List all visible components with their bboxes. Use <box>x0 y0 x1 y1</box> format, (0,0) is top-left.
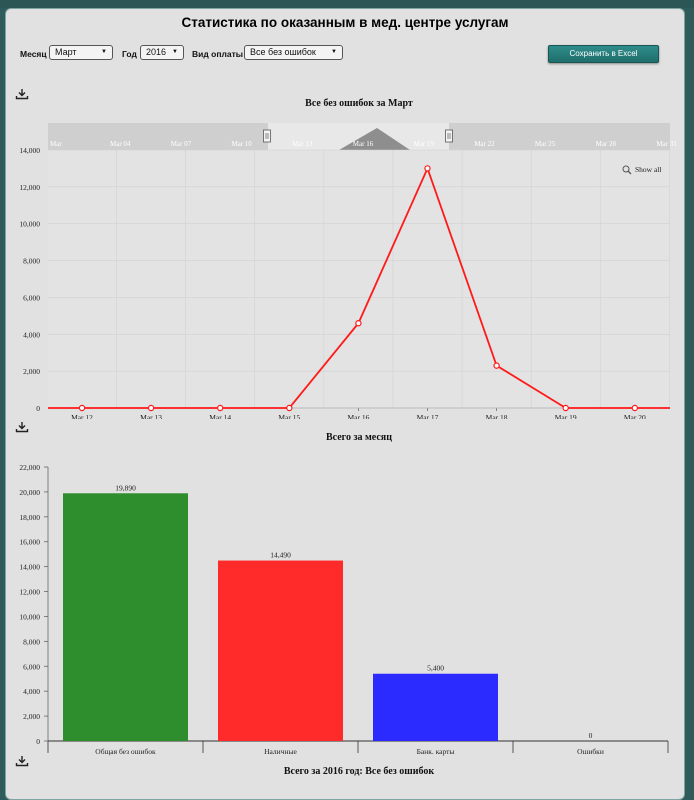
y-tick-label: 10,000 <box>19 612 40 621</box>
navigator-handle[interactable] <box>445 129 453 143</box>
bar-data-label: 5,400 <box>427 664 444 673</box>
navigator-tick-label: Mar 19 <box>414 140 435 148</box>
year-label: Год <box>122 49 137 59</box>
data-point <box>562 404 569 412</box>
show-all-label: Show all <box>635 165 661 174</box>
y-tick-label: 12,000 <box>19 588 40 597</box>
x-tick-label: Ошибки <box>577 747 604 756</box>
data-point <box>216 404 224 412</box>
stats-panel: Статистика по оказанным в мед. центре ус… <box>5 8 685 800</box>
navigator-tick-label: Mar <box>50 140 62 148</box>
navigator-tick-label: Mar 04 <box>110 140 131 148</box>
x-tick-label: Mar 20 <box>624 413 646 419</box>
data-point <box>631 404 639 412</box>
data-point <box>355 320 362 327</box>
y-tick-label: 18,000 <box>19 513 40 522</box>
bar-chart-title: Всего за месяц <box>326 432 392 443</box>
y-tick-label: 6,000 <box>23 293 40 302</box>
y-tick-label: 4,000 <box>23 687 40 696</box>
data-point <box>286 404 293 412</box>
payment-type-select-value: Все без ошибок <box>250 47 316 57</box>
x-tick-label: Mar 17 <box>417 413 439 419</box>
payment-type-select[interactable]: Все без ошибок ▼ <box>244 45 343 60</box>
y-tick-label: 2,000 <box>23 712 40 721</box>
show-all-button[interactable]: Show all <box>622 165 661 175</box>
window-top-bar <box>0 0 694 8</box>
bar-data-label: 0 <box>589 731 593 740</box>
download-icon[interactable] <box>15 755 29 767</box>
navigator-handle[interactable] <box>263 129 271 143</box>
page-title: Статистика по оказанным в мед. центре ус… <box>181 15 509 30</box>
navigator-tick-label: Mar 31 <box>656 140 677 148</box>
y-tick-label: 16,000 <box>19 538 40 547</box>
bar-data-label: 19,890 <box>115 483 136 492</box>
year-select[interactable]: 2016 ▼ <box>140 45 184 60</box>
x-tick-label: Mar 14 <box>209 413 231 419</box>
navigator-tick-label: Mar 07 <box>171 140 192 148</box>
navigator-series-shape <box>339 128 410 150</box>
bar-data-label: 14,490 <box>270 551 291 560</box>
y-tick-label: 14,000 <box>19 563 40 572</box>
y-tick-label: 4,000 <box>23 330 40 339</box>
bar <box>218 560 343 741</box>
download-icon[interactable] <box>15 88 29 100</box>
bar <box>373 673 498 741</box>
bar <box>63 493 188 741</box>
data-point <box>78 404 86 412</box>
data-point <box>493 362 500 369</box>
download-icon[interactable] <box>15 421 29 433</box>
x-tick-label: Наличные <box>264 747 297 756</box>
y-tick-label: 0 <box>36 404 40 413</box>
data-point <box>147 404 155 412</box>
x-tick-label: Mar 13 <box>140 413 162 419</box>
y-tick-label: 8,000 <box>23 637 40 646</box>
yearly-chart-title: Всего за 2016 год: Все без ошибок <box>283 766 435 777</box>
y-tick-label: 6,000 <box>23 662 40 671</box>
x-tick-label: Банк. карты <box>417 747 455 756</box>
y-tick-label: 14,000 <box>19 146 40 155</box>
x-tick-label: Mar 19 <box>555 413 577 419</box>
navigator-tick-label: Mar 25 <box>535 140 556 148</box>
month-select[interactable]: Март ▼ <box>49 45 113 60</box>
navigator-handle-body <box>263 129 271 143</box>
y-tick-label: 0 <box>36 737 40 746</box>
y-tick-label: 12,000 <box>19 183 40 192</box>
save-to-excel-button[interactable]: Сохранить в Excel <box>548 45 659 63</box>
x-tick-label: Mar 12 <box>71 413 93 419</box>
plot-area <box>48 150 670 408</box>
navigator-tick-label: Mar 16 <box>353 140 374 148</box>
y-tick-label: 22,000 <box>19 463 40 472</box>
magnifier-icon-handle <box>627 170 632 175</box>
navigator-handle-body <box>445 129 453 143</box>
navigator-tick-label: Mar 10 <box>231 140 252 148</box>
year-select-value: 2016 <box>146 47 167 57</box>
y-tick-label: 10,000 <box>19 220 40 229</box>
chevron-down-icon: ▼ <box>172 49 178 55</box>
y-tick-label: 20,000 <box>19 488 40 497</box>
line-chart: Mar Mar 04 Mar 07 Mar 10 Mar 13 Mar 16 Mar 19 M… <box>19 123 677 419</box>
chevron-down-icon: ▼ <box>101 49 107 55</box>
x-tick-label: Mar 15 <box>278 413 300 419</box>
data-point <box>424 165 431 172</box>
month-label: Месяц <box>20 49 47 59</box>
chevron-down-icon: ▼ <box>331 49 337 55</box>
bar-chart: 0 2,000 4,000 6,000 8,000 10,000 12,000 14,000 1… <box>19 463 669 756</box>
month-select-value: Март <box>55 47 77 57</box>
magnifier-icon <box>622 165 630 173</box>
x-tick-label: Mar 16 <box>347 413 369 419</box>
x-tick-label: Mar 18 <box>486 413 508 419</box>
y-tick-label: 8,000 <box>23 257 40 266</box>
navigator-tick-label: Mar 22 <box>474 140 495 148</box>
payment-type-label: Вид оплаты <box>192 49 243 59</box>
navigator-tick-label: Mar 13 <box>292 140 313 148</box>
navigator-tick-label: Mar 28 <box>596 140 617 148</box>
y-tick-label: 2,000 <box>23 367 40 376</box>
x-tick-label: Общая без ошибок <box>95 747 156 756</box>
line-chart-title: Все без ошибок за Март <box>305 98 413 109</box>
